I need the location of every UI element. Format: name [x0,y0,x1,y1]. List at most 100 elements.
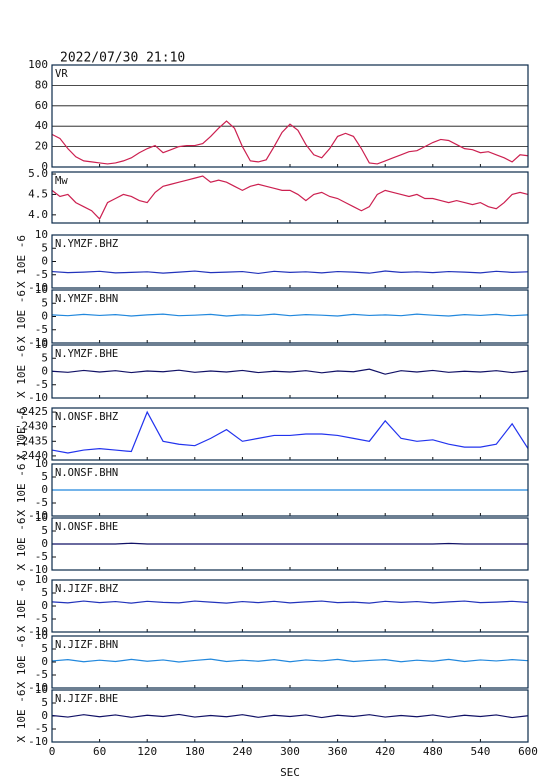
panel-label: N.JIZF.BHE [55,693,118,705]
panel-frame [51,171,529,224]
panel-frame [51,234,529,289]
y-tick-label: 10 [35,573,48,586]
y-tick-label: 20 [35,140,48,153]
panel-frame [51,689,529,743]
y-tick-label: -10 [28,281,48,294]
trace [51,368,529,375]
y-tick-label: 5 [41,296,48,309]
y-tick-label: -5 [35,323,48,336]
y-tick-label: 5 [41,470,48,483]
panel-label: N.ONSF.BHN [55,467,118,479]
trace [51,713,529,719]
y-tick-label: 10 [35,511,48,524]
y-axis-label: X 10E -6 [15,518,28,571]
x-tick-label: 540 [470,745,490,758]
x-tick-label: 0 [49,745,56,758]
y-tick-label: 5 [41,642,48,655]
x-axis-label: SEC [280,766,300,779]
x-tick-label: 480 [423,745,443,758]
x-tick-label: 60 [93,745,106,758]
y-tick-label: 5 [41,696,48,709]
y-tick-label: -2425 [15,405,48,418]
y-tick-label: -10 [28,509,48,522]
trace [51,600,529,604]
y-tick-label: -10 [28,563,48,576]
y-tick-label: 0 [41,599,48,612]
trace [51,313,529,317]
y-tick-label: 4.5 [28,187,48,200]
y-axis-label: X 10E -6 [15,408,28,461]
y-tick-label: -5 [35,612,48,625]
y-tick-label: 100 [28,58,48,71]
y-tick-label: 80 [35,78,48,91]
y-tick-label: 5.0 [28,167,48,180]
panel-frame [51,579,529,633]
y-tick-label: 10 [35,338,48,351]
x-tick-label: 240 [232,745,252,758]
panel-label: N.ONSF.BHZ [55,411,118,423]
y-axis-label: X 10E -6 [15,580,28,633]
panel-label: N.YMZF.BHE [55,348,118,360]
panel-label: N.ONSF.BHE [55,521,118,533]
y-axis-label: X 10E -6 [15,464,28,517]
y-axis-label: X 10E -6 [15,690,28,743]
y-axis-label: X 10E -6 [15,345,28,398]
y-tick-label: 5 [41,524,48,537]
panel-frame [51,64,529,168]
panel-label: VR [55,68,68,80]
y-tick-label: -2430 [15,420,48,433]
trace [51,270,529,275]
x-tick-label: 420 [375,745,395,758]
trace [51,410,529,454]
panel-frame [51,344,529,399]
y-tick-label: 0 [41,537,48,550]
trace [51,658,529,663]
y-tick-label: 40 [35,119,48,132]
y-axis-label: X 10E -6 [15,235,28,288]
x-tick-label: 120 [137,745,157,758]
y-tick-label: 0 [41,655,48,668]
trace [51,120,529,165]
panel-label: Mw [55,175,68,187]
x-tick-label: 360 [328,745,348,758]
y-tick-label: 5 [41,351,48,364]
y-tick-label: -10 [28,681,48,694]
panel-label: N.YMZF.BHZ [55,238,118,250]
y-tick-label: -5 [35,268,48,281]
trace [52,542,528,545]
x-tick-label: 180 [185,745,205,758]
y-tick-label: -10 [28,625,48,638]
y-tick-label: -5 [35,550,48,563]
x-tick-label: 300 [280,745,300,758]
y-tick-label: 5 [41,586,48,599]
y-tick-label: 60 [35,99,48,112]
y-tick-label: -2440 [15,449,48,462]
y-tick-label: -5 [35,496,48,509]
panel-frame [51,407,529,461]
y-axis-label: X 10E -6 [15,290,28,343]
panel-frame [51,635,529,689]
panel-frame [51,463,529,517]
y-tick-label: -2435 [15,434,48,447]
panel-frame [51,517,529,571]
panel-label: N.YMZF.BHN [55,293,118,305]
y-tick-label: -5 [35,668,48,681]
x-tick-label: 600 [518,745,538,758]
panel-frame [51,289,529,344]
y-tick-label: 0 [41,310,48,323]
y-tick-label: 10 [35,683,48,696]
trace [51,175,529,220]
y-tick-label: 0 [41,483,48,496]
y-tick-label: 10 [35,283,48,296]
y-tick-label: -10 [28,391,48,404]
y-tick-label: -5 [35,722,48,735]
y-axis-label: X 10E -6 [15,636,28,689]
y-tick-label: 0 [41,160,48,173]
panel-label: N.JIZF.BHZ [55,583,118,595]
y-tick-label: -10 [28,735,48,748]
y-tick-label: 4.0 [28,208,48,221]
y-tick-label: 10 [35,629,48,642]
panel-label: N.JIZF.BHN [55,639,118,651]
y-tick-label: 0 [41,709,48,722]
y-tick-label: -10 [28,336,48,349]
